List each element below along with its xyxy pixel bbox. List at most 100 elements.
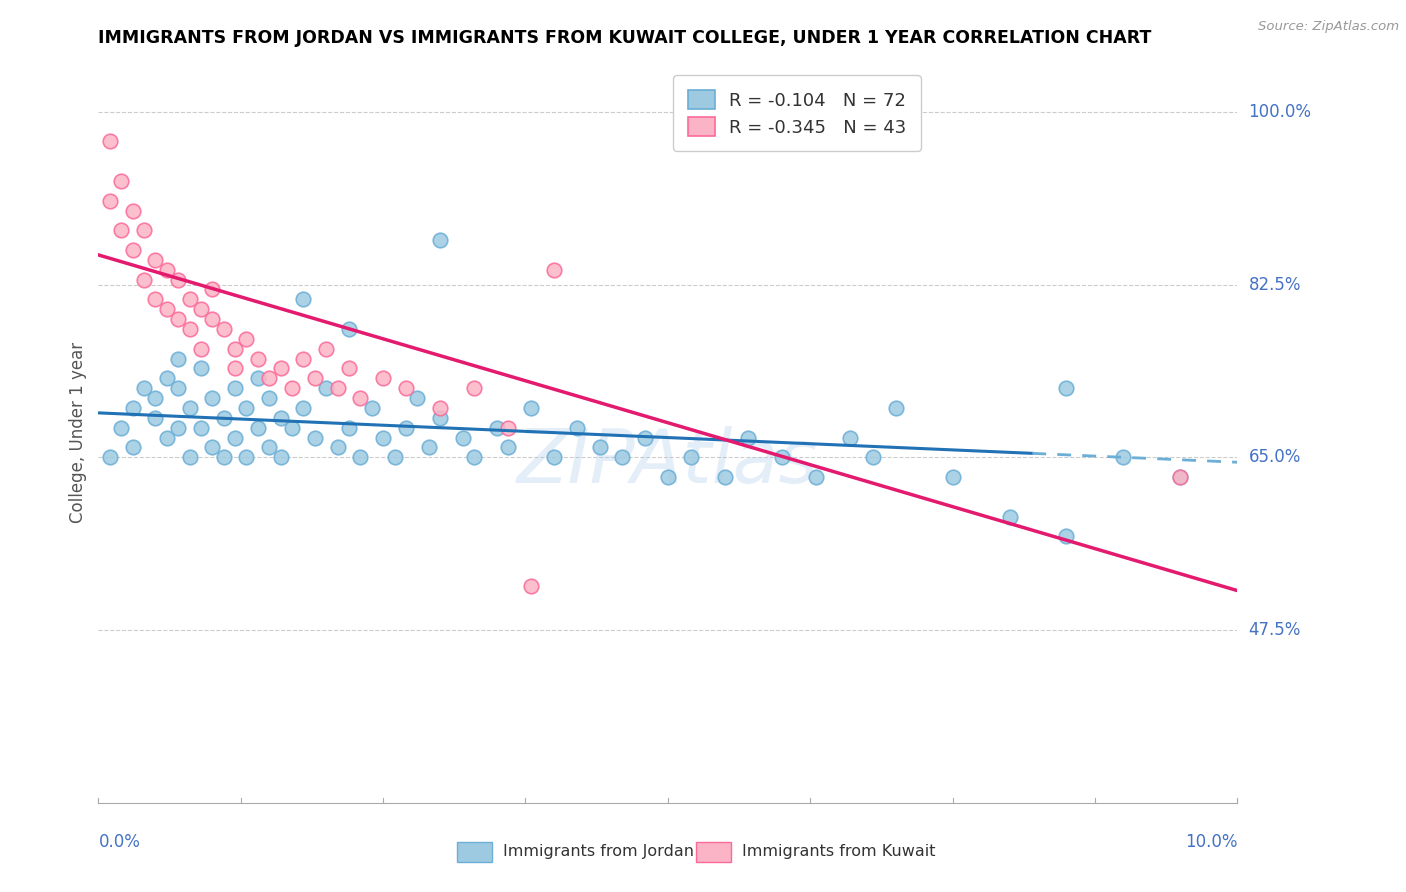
- Point: [349, 450, 371, 465]
- Point: [804, 470, 827, 484]
- Point: [259, 441, 281, 455]
- Point: [292, 401, 315, 415]
- Point: [349, 391, 371, 405]
- Point: [270, 450, 292, 465]
- Point: [498, 420, 520, 434]
- Point: [132, 381, 155, 395]
- Point: [337, 420, 360, 434]
- Point: [1170, 470, 1192, 484]
- Point: [373, 371, 395, 385]
- Point: [520, 401, 543, 415]
- Text: 10.0%: 10.0%: [1185, 833, 1237, 851]
- Point: [839, 431, 862, 445]
- Point: [235, 332, 257, 346]
- Point: [190, 342, 212, 356]
- Point: [612, 450, 634, 465]
- Point: [212, 410, 235, 425]
- Point: [121, 401, 143, 415]
- Text: 65.0%: 65.0%: [1249, 449, 1301, 467]
- Point: [520, 579, 543, 593]
- Point: [179, 401, 201, 415]
- Point: [315, 342, 337, 356]
- Point: [246, 351, 269, 366]
- Point: [304, 371, 326, 385]
- Text: IMMIGRANTS FROM JORDAN VS IMMIGRANTS FROM KUWAIT COLLEGE, UNDER 1 YEAR CORRELATI: IMMIGRANTS FROM JORDAN VS IMMIGRANTS FRO…: [98, 29, 1152, 47]
- Point: [201, 283, 224, 297]
- Point: [281, 420, 304, 434]
- Point: [110, 223, 132, 237]
- Point: [1056, 529, 1078, 543]
- Point: [657, 470, 679, 484]
- Point: [770, 450, 793, 465]
- Point: [998, 509, 1021, 524]
- Point: [714, 470, 737, 484]
- Point: [179, 322, 201, 336]
- Point: [418, 441, 440, 455]
- Point: [145, 293, 167, 307]
- Point: [634, 431, 657, 445]
- Point: [167, 381, 190, 395]
- Point: [121, 243, 143, 257]
- Point: [145, 410, 167, 425]
- Text: ZIPAtlas: ZIPAtlas: [517, 426, 818, 499]
- Point: [145, 391, 167, 405]
- Point: [543, 450, 565, 465]
- Point: [543, 262, 565, 277]
- Point: [179, 450, 201, 465]
- Point: [429, 401, 451, 415]
- Point: [259, 391, 281, 405]
- Text: 47.5%: 47.5%: [1249, 621, 1301, 639]
- Point: [246, 420, 269, 434]
- Point: [862, 450, 884, 465]
- Point: [190, 361, 212, 376]
- Point: [337, 361, 360, 376]
- Point: [270, 361, 292, 376]
- Point: [224, 342, 246, 356]
- Legend: R = -0.104   N = 72, R = -0.345   N = 43: R = -0.104 N = 72, R = -0.345 N = 43: [673, 75, 921, 151]
- Point: [110, 420, 132, 434]
- Point: [565, 420, 588, 434]
- Point: [498, 441, 520, 455]
- Point: [588, 441, 610, 455]
- Text: Immigrants from Jordan: Immigrants from Jordan: [503, 845, 695, 859]
- Point: [179, 293, 201, 307]
- Point: [167, 272, 190, 286]
- Point: [246, 371, 269, 385]
- Point: [98, 194, 121, 208]
- Point: [145, 252, 167, 267]
- Point: [259, 371, 281, 385]
- Point: [384, 450, 406, 465]
- Point: [429, 410, 451, 425]
- Point: [406, 391, 429, 405]
- Point: [98, 450, 121, 465]
- Point: [110, 174, 132, 188]
- Point: [121, 441, 143, 455]
- Point: [292, 351, 315, 366]
- Point: [156, 262, 179, 277]
- Point: [1056, 381, 1078, 395]
- Point: [167, 351, 190, 366]
- Point: [167, 420, 190, 434]
- Text: 100.0%: 100.0%: [1249, 103, 1312, 120]
- Point: [235, 450, 257, 465]
- Point: [235, 401, 257, 415]
- Point: [212, 450, 235, 465]
- Point: [132, 272, 155, 286]
- Point: [395, 381, 418, 395]
- Text: Source: ZipAtlas.com: Source: ZipAtlas.com: [1258, 20, 1399, 33]
- Point: [190, 420, 212, 434]
- Point: [156, 371, 179, 385]
- Point: [121, 203, 143, 218]
- Point: [1112, 450, 1135, 465]
- Point: [304, 431, 326, 445]
- Text: Immigrants from Kuwait: Immigrants from Kuwait: [742, 845, 936, 859]
- Point: [679, 450, 702, 465]
- Point: [167, 312, 190, 326]
- Point: [201, 441, 224, 455]
- Point: [395, 420, 418, 434]
- Point: [201, 312, 224, 326]
- Point: [270, 410, 292, 425]
- Point: [98, 135, 121, 149]
- Point: [201, 391, 224, 405]
- Point: [224, 361, 246, 376]
